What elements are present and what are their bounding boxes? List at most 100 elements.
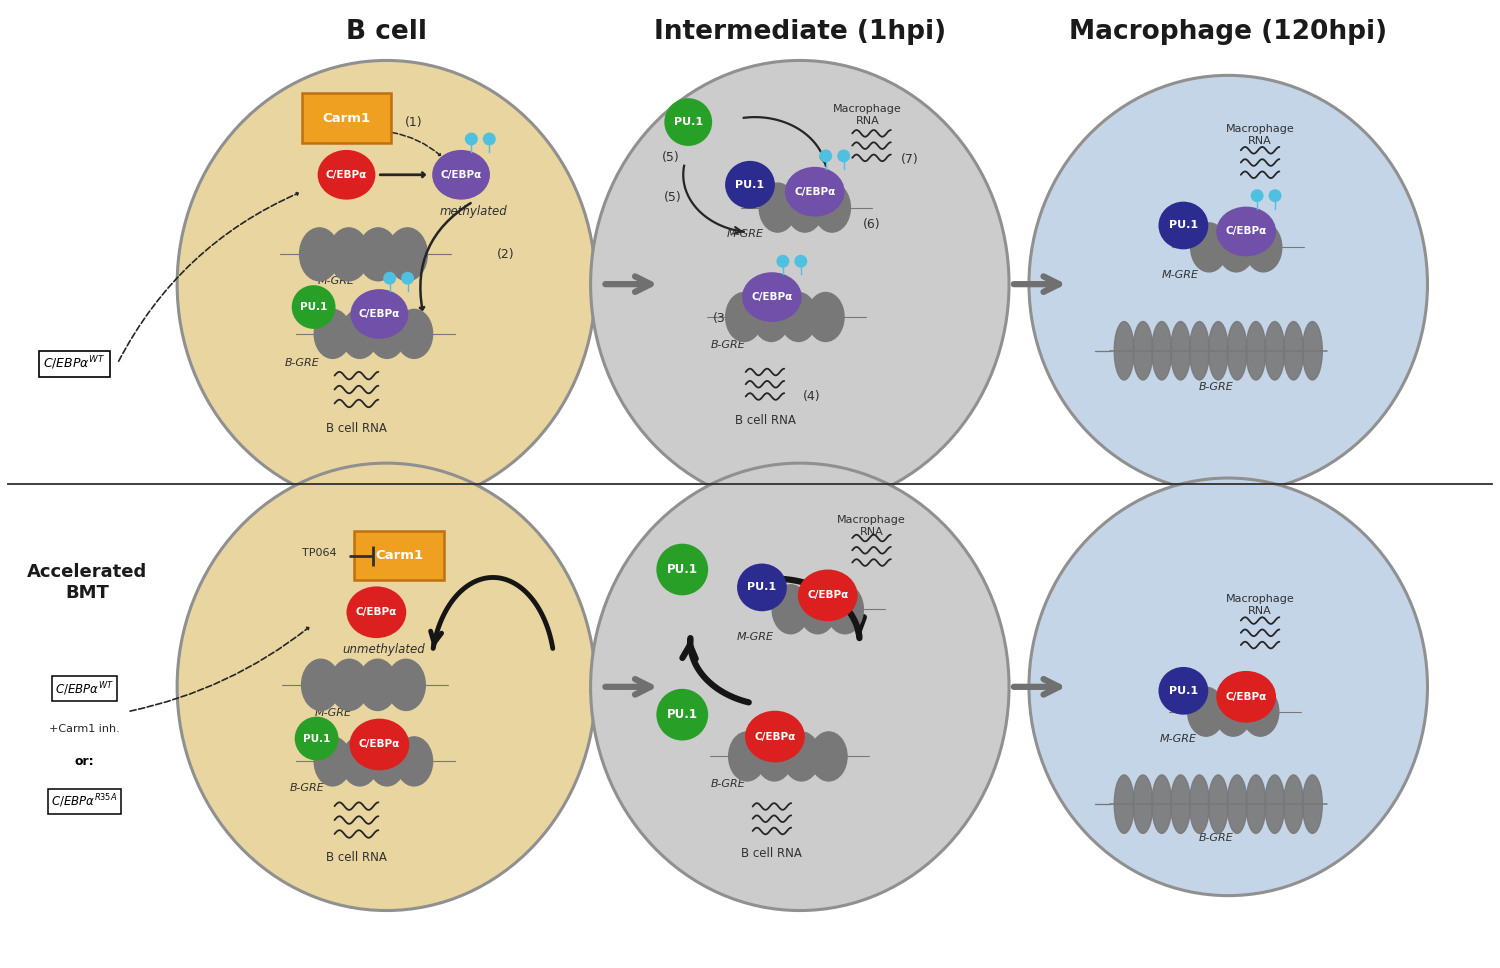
Text: B-GRE: B-GRE xyxy=(711,779,746,789)
Text: B-GRE: B-GRE xyxy=(1198,832,1233,843)
Text: C/EBPα: C/EBPα xyxy=(326,169,368,180)
Text: C/EBPα: C/EBPα xyxy=(441,169,482,180)
Text: M-GRE: M-GRE xyxy=(315,708,352,717)
Ellipse shape xyxy=(1209,321,1228,380)
Ellipse shape xyxy=(664,98,712,146)
Ellipse shape xyxy=(591,463,1010,911)
Text: or:: or: xyxy=(75,755,94,768)
Ellipse shape xyxy=(1242,687,1280,737)
Text: C/EBPα: C/EBPα xyxy=(356,607,398,618)
Ellipse shape xyxy=(1132,321,1154,380)
Text: +Carm1 inh.: +Carm1 inh. xyxy=(50,724,120,734)
Ellipse shape xyxy=(772,585,808,634)
Ellipse shape xyxy=(358,227,398,281)
Text: C/EBPα: C/EBPα xyxy=(1226,692,1268,702)
Text: PU.1: PU.1 xyxy=(303,734,330,743)
Text: methylated: methylated xyxy=(440,205,507,218)
Ellipse shape xyxy=(1191,223,1227,272)
Text: PU.1: PU.1 xyxy=(735,180,765,190)
Ellipse shape xyxy=(1029,478,1428,895)
Text: C/EBPα: C/EBPα xyxy=(807,590,849,600)
Ellipse shape xyxy=(657,689,708,741)
Circle shape xyxy=(837,149,850,163)
Ellipse shape xyxy=(1170,321,1191,380)
Text: PU.1: PU.1 xyxy=(674,117,704,127)
Ellipse shape xyxy=(351,289,408,339)
Ellipse shape xyxy=(827,585,864,634)
Circle shape xyxy=(382,272,396,285)
Ellipse shape xyxy=(1132,775,1154,833)
Text: B-GRE: B-GRE xyxy=(1198,381,1233,392)
Ellipse shape xyxy=(657,544,708,595)
Ellipse shape xyxy=(1284,321,1304,380)
Ellipse shape xyxy=(756,732,792,781)
Ellipse shape xyxy=(1246,321,1266,380)
Circle shape xyxy=(777,255,789,268)
Ellipse shape xyxy=(177,463,596,911)
Ellipse shape xyxy=(330,659,369,711)
Ellipse shape xyxy=(1264,321,1284,380)
Ellipse shape xyxy=(729,732,765,781)
Ellipse shape xyxy=(800,585,836,634)
Ellipse shape xyxy=(1216,206,1276,257)
Ellipse shape xyxy=(369,737,405,786)
Ellipse shape xyxy=(387,659,426,711)
Text: C/EBPα: C/EBPα xyxy=(752,292,792,302)
FancyArrowPatch shape xyxy=(420,203,471,310)
Ellipse shape xyxy=(1284,775,1304,833)
Text: (4): (4) xyxy=(802,390,820,403)
FancyBboxPatch shape xyxy=(302,93,392,143)
Ellipse shape xyxy=(387,227,427,281)
Text: TP064: TP064 xyxy=(303,548,338,558)
Text: Macrophage (120hpi): Macrophage (120hpi) xyxy=(1070,18,1388,45)
Ellipse shape xyxy=(1029,76,1428,493)
Text: B-GRE: B-GRE xyxy=(285,358,320,368)
Ellipse shape xyxy=(1264,775,1284,833)
Ellipse shape xyxy=(342,737,378,786)
Text: M-GRE: M-GRE xyxy=(1160,734,1197,743)
Ellipse shape xyxy=(1218,223,1254,272)
Text: $C/EBP\alpha^{WT}$: $C/EBP\alpha^{WT}$ xyxy=(44,355,105,373)
Circle shape xyxy=(1251,189,1263,202)
Text: Carm1: Carm1 xyxy=(375,549,423,562)
Ellipse shape xyxy=(1158,667,1209,714)
Ellipse shape xyxy=(759,183,796,232)
Ellipse shape xyxy=(1246,775,1266,833)
Ellipse shape xyxy=(1302,321,1323,380)
Text: PU.1: PU.1 xyxy=(1168,685,1198,696)
Ellipse shape xyxy=(1188,687,1224,737)
Text: M-GRE: M-GRE xyxy=(1162,270,1198,280)
Ellipse shape xyxy=(314,310,351,358)
Ellipse shape xyxy=(1114,775,1134,833)
Ellipse shape xyxy=(798,569,858,621)
Text: (5): (5) xyxy=(663,191,681,204)
Ellipse shape xyxy=(726,292,762,342)
Circle shape xyxy=(795,255,807,268)
Text: PU.1: PU.1 xyxy=(1168,221,1198,230)
Text: (5): (5) xyxy=(662,151,680,165)
Ellipse shape xyxy=(294,716,339,761)
Ellipse shape xyxy=(807,292,844,342)
Text: (2): (2) xyxy=(496,248,514,260)
Ellipse shape xyxy=(1245,223,1282,272)
Text: M-GRE: M-GRE xyxy=(736,632,774,642)
Text: Intermediate (1hpi): Intermediate (1hpi) xyxy=(654,18,946,45)
Circle shape xyxy=(1269,189,1281,202)
Text: Macrophage
RNA: Macrophage RNA xyxy=(833,104,902,127)
Ellipse shape xyxy=(1190,321,1209,380)
Ellipse shape xyxy=(1152,775,1172,833)
FancyArrowPatch shape xyxy=(380,172,424,177)
Text: C/EBPα: C/EBPα xyxy=(794,187,836,197)
Ellipse shape xyxy=(724,161,776,208)
Text: B cell: B cell xyxy=(346,18,427,45)
Text: Accelerated
BMT: Accelerated BMT xyxy=(27,563,147,602)
Ellipse shape xyxy=(291,286,336,329)
Ellipse shape xyxy=(810,732,847,781)
Ellipse shape xyxy=(591,60,1010,508)
Text: (6): (6) xyxy=(862,218,880,231)
Text: (1): (1) xyxy=(405,115,422,129)
Circle shape xyxy=(483,133,495,145)
Text: (7): (7) xyxy=(900,153,918,166)
Text: Carm1: Carm1 xyxy=(322,111,370,125)
Ellipse shape xyxy=(780,292,818,342)
